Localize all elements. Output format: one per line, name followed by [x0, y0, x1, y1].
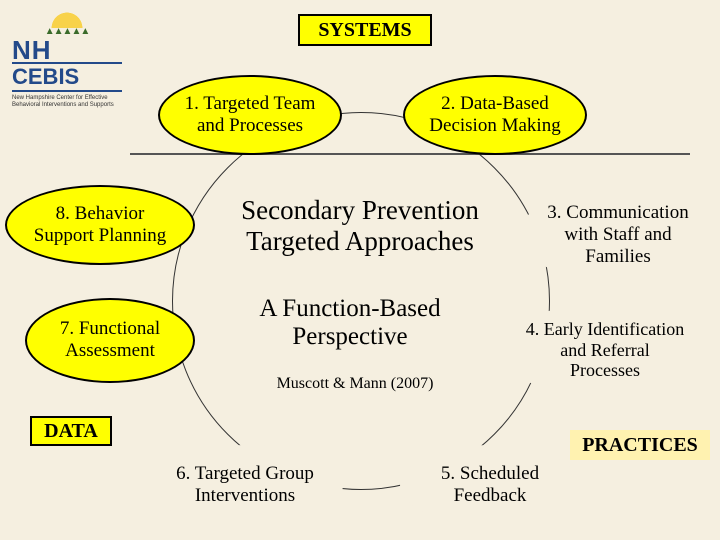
node-label-line: and Referral: [560, 340, 649, 361]
node-label-line: Decision Making: [429, 115, 560, 137]
logo: ▲▲▲▲▲ NH CEBIS New Hampshire Center for …: [12, 10, 122, 109]
diagram-canvas: ▲▲▲▲▲ NH CEBIS New Hampshire Center for …: [0, 0, 720, 540]
corner-practices-label: PRACTICES: [582, 434, 698, 457]
node-n1: 1. Targeted Teamand Processes: [158, 75, 342, 155]
node-n6: 6. Targeted GroupInterventions: [148, 445, 343, 525]
logo-tagline: New Hampshire Center for Effective Behav…: [12, 95, 122, 108]
node-label-line: Families: [585, 246, 650, 268]
center-title-line2: Targeted Approaches: [150, 226, 570, 257]
logo-sun-icon: [49, 10, 85, 28]
node-label-line: Interventions: [195, 485, 295, 507]
node-label-line: 1. Targeted Team: [185, 93, 316, 115]
logo-line2: CEBIS: [12, 62, 122, 92]
node-label-line: 2. Data-Based: [441, 93, 549, 115]
node-label-line: Assessment: [65, 340, 155, 362]
node-n3: 3. Communicationwith Staff andFamilies: [518, 189, 718, 281]
corner-data-label: DATA: [44, 420, 98, 443]
node-label-line: 5. Scheduled: [441, 463, 539, 485]
node-label-line: Processes: [570, 360, 640, 381]
center-citation: Muscott & Mann (2007): [235, 375, 475, 393]
node-label-line: 7. Functional: [60, 318, 160, 340]
corner-practices-box: PRACTICES: [570, 430, 710, 460]
node-label-line: 3. Communication: [547, 202, 688, 224]
node-n8: 8. BehaviorSupport Planning: [5, 185, 195, 265]
center-subtitle: A Function-Based Perspective: [210, 295, 490, 351]
node-label-line: 6. Targeted Group: [176, 463, 314, 485]
node-label-line: and Processes: [197, 115, 303, 137]
center-title-line1: Secondary Prevention: [150, 195, 570, 226]
node-label-line: 8. Behavior: [56, 203, 145, 225]
center-title: Secondary Prevention Targeted Approaches: [150, 195, 570, 257]
node-label-line: with Staff and: [564, 224, 671, 246]
corner-data-box: DATA: [30, 416, 112, 446]
node-label-line: Feedback: [454, 485, 527, 507]
header-systems-label: SYSTEMS: [318, 19, 411, 42]
node-n5: 5. ScheduledFeedback: [400, 445, 580, 525]
header-systems-box: SYSTEMS: [298, 14, 432, 46]
node-label-line: 4. Early Identification: [526, 319, 684, 340]
center-sub-line1: A Function-Based: [210, 295, 490, 323]
center-sub-line2: Perspective: [210, 323, 490, 351]
node-n4: 4. Early Identificationand ReferralProce…: [498, 304, 713, 396]
node-n7: 7. FunctionalAssessment: [25, 298, 195, 383]
logo-line1: NH: [12, 39, 122, 62]
node-n2: 2. Data-BasedDecision Making: [403, 75, 587, 155]
node-label-line: Support Planning: [34, 225, 166, 247]
center-cite-text: Muscott & Mann (2007): [277, 375, 434, 392]
